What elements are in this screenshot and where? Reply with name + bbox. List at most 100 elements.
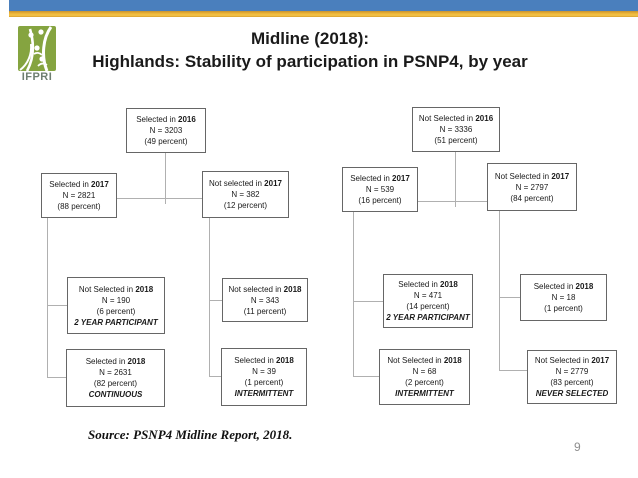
box-label-year: 2017 xyxy=(551,171,570,181)
box-category: 2 YEAR PARTICIPANT xyxy=(74,317,158,327)
box-label-prefix: Selected in xyxy=(234,356,276,365)
page-number: 9 xyxy=(574,440,581,454)
box-percent: (83 percent) xyxy=(550,378,594,387)
box-label-prefix: Selected in xyxy=(533,282,576,291)
box-label-year: 2017 xyxy=(591,356,610,365)
box-label-year: 2017 xyxy=(91,180,109,189)
box-category: INTERMITTENT xyxy=(234,389,294,398)
box-percent: (16 percent) xyxy=(358,196,402,205)
connector-line xyxy=(499,297,520,298)
box-label-year: 2017 xyxy=(264,179,282,188)
connector-line xyxy=(209,300,222,301)
box-label-year: 2018 xyxy=(575,282,594,291)
connector-line xyxy=(117,198,202,199)
box-percent: (12 percent) xyxy=(223,201,268,210)
box-n-value: N = 3203 xyxy=(149,126,183,135)
box-percent: (2 percent) xyxy=(405,378,444,387)
box-label-year: 2016 xyxy=(475,114,494,123)
box-n-value: N = 3336 xyxy=(439,125,473,134)
flow-box-r-not-selected-2018-intermittent: Not Selected in 2018 N = 68 (2 percent) … xyxy=(379,349,470,405)
ifpri-wordmark: IFPRI xyxy=(21,71,53,83)
connector-line xyxy=(499,211,500,371)
flow-box-r-selected-2017: Selected in 2017 N = 539 (16 percent) xyxy=(342,167,418,212)
box-percent: (11 percent) xyxy=(243,306,287,316)
box-percent: (1 percent) xyxy=(544,304,583,313)
box-n-value: N = 190 xyxy=(101,295,131,305)
box-label: Selected in 2018 xyxy=(86,356,146,367)
box-label-prefix: Not Selected in xyxy=(78,284,136,294)
box-label-year: 2018 xyxy=(127,357,146,366)
box-n-value: N = 382 xyxy=(231,190,260,199)
flow-box-l-selected-2018-intermittent: Selected in 2018 N = 39 (1 percent) INTE… xyxy=(221,348,307,406)
box-label-year: 2018 xyxy=(440,280,458,289)
box-label: Not Selected in 2016 xyxy=(419,113,493,124)
box-percent: (49 percent) xyxy=(144,137,188,146)
box-label: Selected in 2018 xyxy=(534,281,594,292)
connector-line xyxy=(455,152,456,207)
box-n-value: N = 2821 xyxy=(62,191,96,200)
flow-box-l-not-selected-2018-2yr: Not Selected in 2018 N = 190 (6 percent)… xyxy=(67,277,165,334)
flow-box-r-selected-2018-2yr: Selected in 2018 N = 471 (14 percent) 2 … xyxy=(383,274,473,328)
box-n-value: N = 18 xyxy=(551,293,576,302)
source-note: Source: PSNP4 Midline Report, 2018. xyxy=(88,427,293,442)
box-n-value: N = 39 xyxy=(252,367,276,376)
connector-line xyxy=(353,301,383,302)
box-category: INTERMITTENT xyxy=(395,389,454,398)
box-percent: (82 percent) xyxy=(93,379,138,388)
box-label-prefix: Not Selected in xyxy=(418,114,476,123)
box-label-prefix: Not Selected in xyxy=(494,171,552,181)
box-category: NEVER SELECTED xyxy=(535,389,609,398)
box-label-year: 2018 xyxy=(276,356,294,365)
box-n-value: N = 539 xyxy=(365,185,395,194)
header-gold-bar xyxy=(9,11,638,17)
connector-line xyxy=(209,376,221,377)
connector-line xyxy=(47,305,67,306)
box-label-year: 2016 xyxy=(178,115,196,124)
box-n-value: N = 2631 xyxy=(99,368,132,377)
connector-line xyxy=(47,377,66,378)
box-label: Selected in 2018 xyxy=(398,279,458,290)
box-label: Selected in 2017 xyxy=(350,173,410,184)
slide-title-line1: Midline (2018): xyxy=(250,29,370,48)
box-percent: (1 percent) xyxy=(244,378,284,387)
header-blue-bar xyxy=(9,0,638,11)
box-label-prefix: Selected in xyxy=(136,115,178,124)
box-label-prefix: Selected in xyxy=(49,180,91,189)
box-label: Not Selected in 2018 xyxy=(79,284,153,295)
box-label-prefix: Not Selected in xyxy=(387,356,444,365)
box-label-year: 2018 xyxy=(283,284,302,294)
connector-line xyxy=(209,218,210,377)
box-percent: (6 percent) xyxy=(96,306,136,316)
slide-title-line2: Highlands: Stability of participation in… xyxy=(92,52,528,71)
flow-box-not-selected-2016: Not Selected in 2016 N = 3336 (51 percen… xyxy=(412,107,500,152)
box-n-value: N = 343 xyxy=(250,295,280,305)
box-label-prefix: Not Selected in xyxy=(534,356,592,365)
slide-title: Midline (2018): Highlands: Stability of … xyxy=(50,27,570,73)
ifpri-logo xyxy=(18,26,56,71)
box-label: Not selected in 2017 xyxy=(209,178,282,189)
box-label: Not Selected in 2017 xyxy=(535,355,609,366)
box-label-year: 2017 xyxy=(392,174,410,183)
box-category: CONTINUOUS xyxy=(88,390,143,399)
flow-box-r-not-selected-2017-never: Not Selected in 2017 N = 2779 (83 percen… xyxy=(527,350,617,404)
box-label-year: 2018 xyxy=(443,356,462,365)
box-label: Selected in 2016 xyxy=(136,114,196,125)
box-label-prefix: Not selected in xyxy=(228,284,284,294)
box-percent: (84 percent) xyxy=(510,193,554,203)
box-percent: (51 percent) xyxy=(434,136,478,145)
flow-box-l-selected-2018-continuous: Selected in 2018 N = 2631 (82 percent) C… xyxy=(66,349,165,407)
box-category: 2 YEAR PARTICIPANT xyxy=(386,313,470,322)
connector-line xyxy=(353,212,354,377)
box-label: Not Selected in 2017 xyxy=(495,171,569,182)
box-n-value: N = 2779 xyxy=(555,367,589,376)
flow-box-r-not-selected-2017: Not Selected in 2017 N = 2797 (84 percen… xyxy=(487,163,577,211)
connector-line xyxy=(499,370,527,371)
box-percent: (14 percent) xyxy=(406,302,450,311)
box-label: Selected in 2018 xyxy=(234,355,294,366)
box-label: Selected in 2017 xyxy=(49,179,109,190)
flow-box-selected-2016: Selected in 2016 N = 3203 (49 percent) xyxy=(126,108,206,153)
box-label-year: 2018 xyxy=(135,284,154,294)
box-percent: (88 percent) xyxy=(57,202,101,211)
box-n-value: N = 471 xyxy=(413,291,443,300)
box-label-prefix: Selected in xyxy=(398,280,440,289)
